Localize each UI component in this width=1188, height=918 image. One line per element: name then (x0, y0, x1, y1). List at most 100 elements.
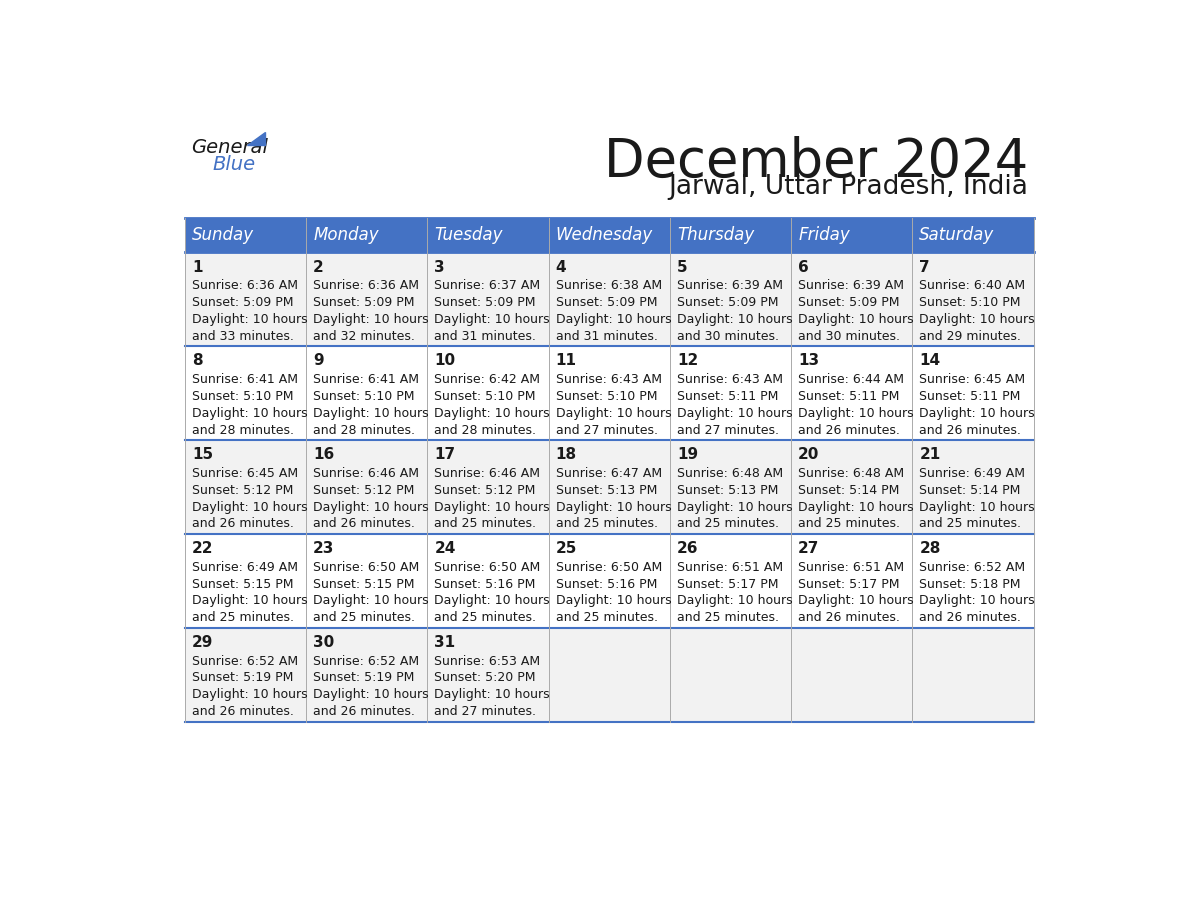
Text: Daylight: 10 hours: Daylight: 10 hours (435, 313, 550, 326)
Text: Sunrise: 6:45 AM: Sunrise: 6:45 AM (192, 466, 298, 480)
Text: Tuesday: Tuesday (435, 226, 503, 244)
Bar (670, 218, 791, 252)
Bar (185, 252, 307, 346)
Text: Sunset: 5:09 PM: Sunset: 5:09 PM (192, 296, 293, 308)
Text: Sunset: 5:10 PM: Sunset: 5:10 PM (192, 389, 293, 403)
Text: Sunrise: 6:41 AM: Sunrise: 6:41 AM (314, 373, 419, 386)
Bar (307, 218, 428, 252)
Text: Sunset: 5:09 PM: Sunset: 5:09 PM (798, 296, 899, 308)
Bar (428, 218, 549, 252)
Text: 16: 16 (314, 447, 334, 463)
Text: Daylight: 10 hours: Daylight: 10 hours (556, 313, 671, 326)
Bar (549, 252, 670, 346)
Bar (912, 628, 1034, 722)
Bar (428, 346, 549, 440)
Text: Sunrise: 6:51 AM: Sunrise: 6:51 AM (677, 561, 783, 574)
Text: Sunset: 5:18 PM: Sunset: 5:18 PM (920, 577, 1020, 590)
Text: General: General (191, 138, 268, 157)
Text: Sunday: Sunday (192, 226, 254, 244)
Text: Sunrise: 6:39 AM: Sunrise: 6:39 AM (798, 279, 904, 292)
Text: and 30 minutes.: and 30 minutes. (677, 330, 779, 342)
Text: and 26 minutes.: and 26 minutes. (798, 611, 901, 624)
Text: Sunrise: 6:49 AM: Sunrise: 6:49 AM (192, 561, 298, 574)
Text: and 25 minutes.: and 25 minutes. (556, 611, 658, 624)
Bar (791, 628, 912, 722)
Text: Sunset: 5:14 PM: Sunset: 5:14 PM (920, 484, 1020, 497)
Text: 15: 15 (192, 447, 213, 463)
Text: Daylight: 10 hours: Daylight: 10 hours (798, 595, 914, 608)
Bar (549, 533, 670, 628)
Text: and 27 minutes.: and 27 minutes. (435, 705, 536, 719)
Text: and 26 minutes.: and 26 minutes. (920, 423, 1022, 437)
Text: Daylight: 10 hours: Daylight: 10 hours (435, 407, 550, 420)
Bar (307, 533, 428, 628)
Text: Daylight: 10 hours: Daylight: 10 hours (798, 407, 914, 420)
Text: Sunrise: 6:46 AM: Sunrise: 6:46 AM (435, 466, 541, 480)
Bar (670, 252, 791, 346)
Text: Sunset: 5:10 PM: Sunset: 5:10 PM (314, 389, 415, 403)
Text: 10: 10 (435, 353, 455, 368)
Text: Sunrise: 6:39 AM: Sunrise: 6:39 AM (677, 279, 783, 292)
Bar (307, 252, 428, 346)
Text: Sunrise: 6:43 AM: Sunrise: 6:43 AM (556, 373, 662, 386)
Text: and 28 minutes.: and 28 minutes. (192, 423, 293, 437)
Text: and 27 minutes.: and 27 minutes. (677, 423, 779, 437)
Text: Sunset: 5:10 PM: Sunset: 5:10 PM (556, 389, 657, 403)
Text: Sunset: 5:11 PM: Sunset: 5:11 PM (677, 389, 778, 403)
Text: Sunset: 5:10 PM: Sunset: 5:10 PM (435, 389, 536, 403)
Text: Sunrise: 6:45 AM: Sunrise: 6:45 AM (920, 373, 1025, 386)
Bar (185, 533, 307, 628)
Text: Daylight: 10 hours: Daylight: 10 hours (920, 595, 1035, 608)
Text: and 27 minutes.: and 27 minutes. (556, 423, 658, 437)
Text: Sunset: 5:16 PM: Sunset: 5:16 PM (556, 577, 657, 590)
Text: Jarwal, Uttar Pradesh, India: Jarwal, Uttar Pradesh, India (668, 174, 1028, 200)
Text: 19: 19 (677, 447, 699, 463)
Text: Daylight: 10 hours: Daylight: 10 hours (314, 688, 429, 701)
Bar (549, 218, 670, 252)
Text: Sunrise: 6:37 AM: Sunrise: 6:37 AM (435, 279, 541, 292)
Text: 22: 22 (192, 542, 214, 556)
Text: 18: 18 (556, 447, 576, 463)
Text: Monday: Monday (314, 226, 379, 244)
Text: Sunrise: 6:36 AM: Sunrise: 6:36 AM (192, 279, 298, 292)
Text: Daylight: 10 hours: Daylight: 10 hours (314, 313, 429, 326)
Bar (791, 533, 912, 628)
Bar (307, 440, 428, 533)
Text: Daylight: 10 hours: Daylight: 10 hours (556, 407, 671, 420)
Text: and 31 minutes.: and 31 minutes. (435, 330, 536, 342)
Text: 5: 5 (677, 260, 688, 274)
Text: 14: 14 (920, 353, 941, 368)
Text: Daylight: 10 hours: Daylight: 10 hours (920, 407, 1035, 420)
Text: 21: 21 (920, 447, 941, 463)
Text: and 25 minutes.: and 25 minutes. (920, 518, 1022, 531)
Text: Sunset: 5:19 PM: Sunset: 5:19 PM (192, 671, 293, 685)
Text: Sunrise: 6:42 AM: Sunrise: 6:42 AM (435, 373, 541, 386)
Text: Sunrise: 6:36 AM: Sunrise: 6:36 AM (314, 279, 419, 292)
Bar (428, 628, 549, 722)
Bar (791, 346, 912, 440)
Text: Sunset: 5:12 PM: Sunset: 5:12 PM (192, 484, 293, 497)
Text: Sunrise: 6:52 AM: Sunrise: 6:52 AM (920, 561, 1025, 574)
Text: 6: 6 (798, 260, 809, 274)
Text: Sunrise: 6:38 AM: Sunrise: 6:38 AM (556, 279, 662, 292)
Text: and 25 minutes.: and 25 minutes. (192, 611, 293, 624)
Text: 28: 28 (920, 542, 941, 556)
Text: and 25 minutes.: and 25 minutes. (798, 518, 901, 531)
Text: Sunset: 5:10 PM: Sunset: 5:10 PM (920, 296, 1020, 308)
Text: and 25 minutes.: and 25 minutes. (435, 611, 536, 624)
Text: and 26 minutes.: and 26 minutes. (314, 518, 415, 531)
Text: Sunrise: 6:40 AM: Sunrise: 6:40 AM (920, 279, 1025, 292)
Bar (670, 533, 791, 628)
Bar (912, 218, 1034, 252)
Bar (185, 218, 307, 252)
Text: and 25 minutes.: and 25 minutes. (556, 518, 658, 531)
Text: and 32 minutes.: and 32 minutes. (314, 330, 415, 342)
Bar (791, 218, 912, 252)
Text: 23: 23 (314, 542, 335, 556)
Text: Sunrise: 6:44 AM: Sunrise: 6:44 AM (798, 373, 904, 386)
Text: 4: 4 (556, 260, 567, 274)
Text: Daylight: 10 hours: Daylight: 10 hours (677, 407, 792, 420)
Text: and 31 minutes.: and 31 minutes. (556, 330, 657, 342)
Text: Daylight: 10 hours: Daylight: 10 hours (556, 595, 671, 608)
Text: Friday: Friday (798, 226, 849, 244)
